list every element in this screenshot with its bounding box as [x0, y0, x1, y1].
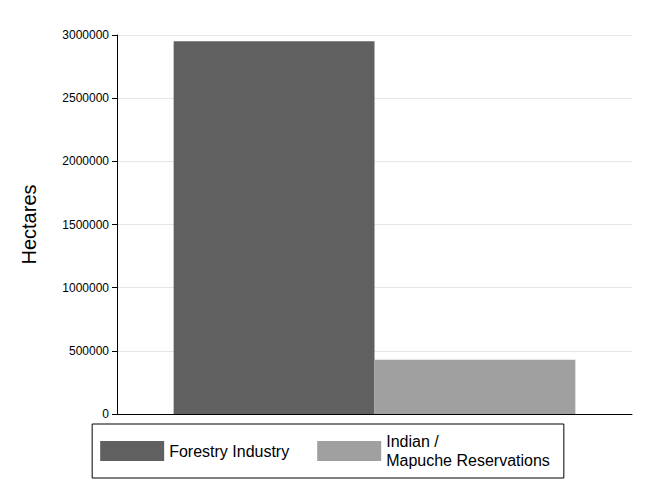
- svg-text:1000000: 1000000: [62, 281, 109, 295]
- svg-text:Mapuche Reservations: Mapuche Reservations: [386, 452, 550, 469]
- svg-text:3000000: 3000000: [62, 28, 109, 42]
- svg-text:0: 0: [102, 407, 109, 421]
- svg-text:2000000: 2000000: [62, 154, 109, 168]
- svg-text:Indian /: Indian /: [386, 433, 439, 450]
- svg-text:1500000: 1500000: [62, 218, 109, 232]
- svg-text:2500000: 2500000: [62, 91, 109, 105]
- svg-text:Forestry Industry: Forestry Industry: [169, 443, 289, 460]
- svg-text:Hectares: Hectares: [18, 184, 40, 264]
- svg-text:500000: 500000: [69, 344, 109, 358]
